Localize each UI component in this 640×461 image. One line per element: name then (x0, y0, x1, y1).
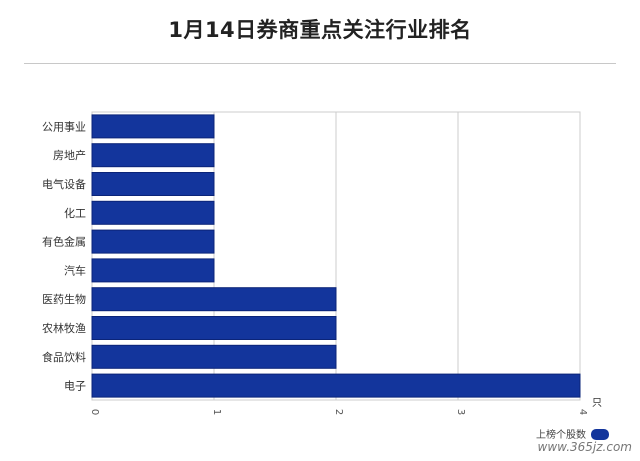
legend-swatch (591, 429, 609, 440)
bar (91, 229, 215, 254)
category-label: 医药生物 (42, 292, 86, 306)
tick-label: 0 (89, 409, 100, 415)
category-label: 房地产 (53, 148, 86, 162)
legend: 上榜个股数 (536, 428, 609, 441)
bar (91, 143, 215, 168)
tick-label: 1 (211, 409, 222, 415)
tick-label: 3 (455, 409, 466, 415)
bar (91, 287, 337, 312)
category-label: 食品饮料 (42, 350, 86, 364)
bar (91, 258, 215, 283)
category-label: 电气设备 (42, 177, 86, 191)
bar (91, 200, 215, 225)
category-label: 有色金属 (42, 235, 86, 249)
bar (91, 316, 337, 340)
tick-label: 4 (577, 409, 588, 415)
legend-label: 上榜个股数 (536, 428, 586, 441)
category-label: 公用事业 (42, 120, 86, 133)
x-axis-unit: 只 (592, 398, 602, 409)
bar (91, 344, 337, 369)
bar (91, 373, 581, 398)
tick-label: 2 (333, 409, 344, 415)
category-label: 汽车 (64, 263, 86, 277)
category-label: 农林牧渔 (42, 321, 86, 335)
bars-layer (91, 114, 581, 398)
category-label: 电子 (64, 380, 86, 393)
chart-title: 1月14日券商重点关注行业排名 (168, 18, 472, 42)
bar (91, 114, 215, 139)
x-axis-ticks: 0 1 2 3 4 (89, 409, 588, 415)
watermark: www.365jz.com (537, 440, 632, 454)
title-divider (24, 63, 616, 64)
bar (91, 172, 215, 196)
category-label: 化工 (64, 206, 86, 220)
